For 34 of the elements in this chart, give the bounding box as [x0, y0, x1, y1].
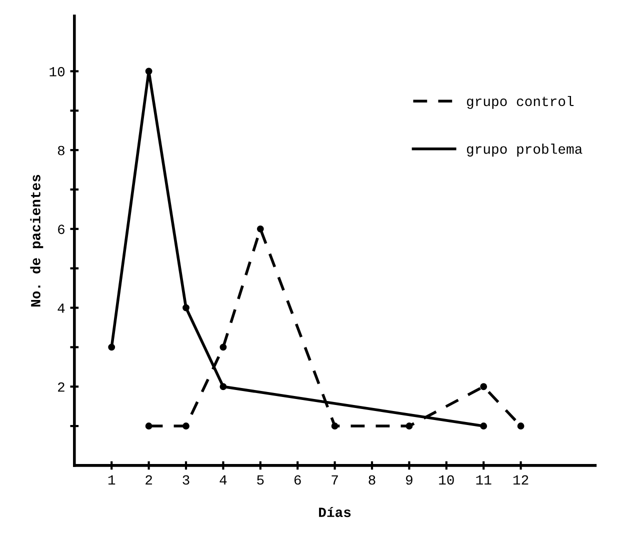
x-tick-label: 1: [108, 475, 116, 485]
y-tick-label: 8: [58, 146, 64, 156]
y-tick-label: 2: [58, 382, 64, 392]
x-tick-label: 9: [406, 475, 412, 485]
x-tick-label: 6: [294, 475, 301, 485]
point: [406, 422, 413, 430]
point: [145, 422, 152, 430]
legend-label: grupo control: [466, 96, 574, 109]
point: [256, 225, 264, 232]
x-tick-label: 3: [182, 475, 190, 485]
x-tick-label: 10: [439, 475, 454, 485]
x-tick-label: 8: [368, 475, 376, 485]
x-tick-label: 4: [220, 475, 227, 485]
legend-label: grupo problema: [466, 144, 582, 157]
point: [220, 344, 227, 351]
x-tick-label: 11: [476, 475, 492, 485]
point: [220, 383, 227, 390]
x-tick-label: 5: [257, 475, 264, 485]
point: [182, 304, 190, 312]
y-axis-title: No. de pacientes: [30, 174, 44, 307]
point: [182, 422, 190, 430]
y-tick-label: 10: [50, 66, 65, 76]
point: [331, 422, 338, 430]
x-tick-label: 12: [513, 475, 528, 485]
point: [480, 383, 488, 390]
point: [480, 422, 488, 430]
x-tick-label: 7: [332, 475, 338, 485]
x-axis-title: Días: [319, 507, 351, 518]
y-tick-label: 4: [58, 304, 65, 313]
point: [517, 422, 524, 430]
x-tick-label: 2: [146, 475, 152, 485]
point: [145, 68, 152, 75]
point: [108, 344, 116, 351]
y-tick-label: 6: [58, 224, 64, 234]
